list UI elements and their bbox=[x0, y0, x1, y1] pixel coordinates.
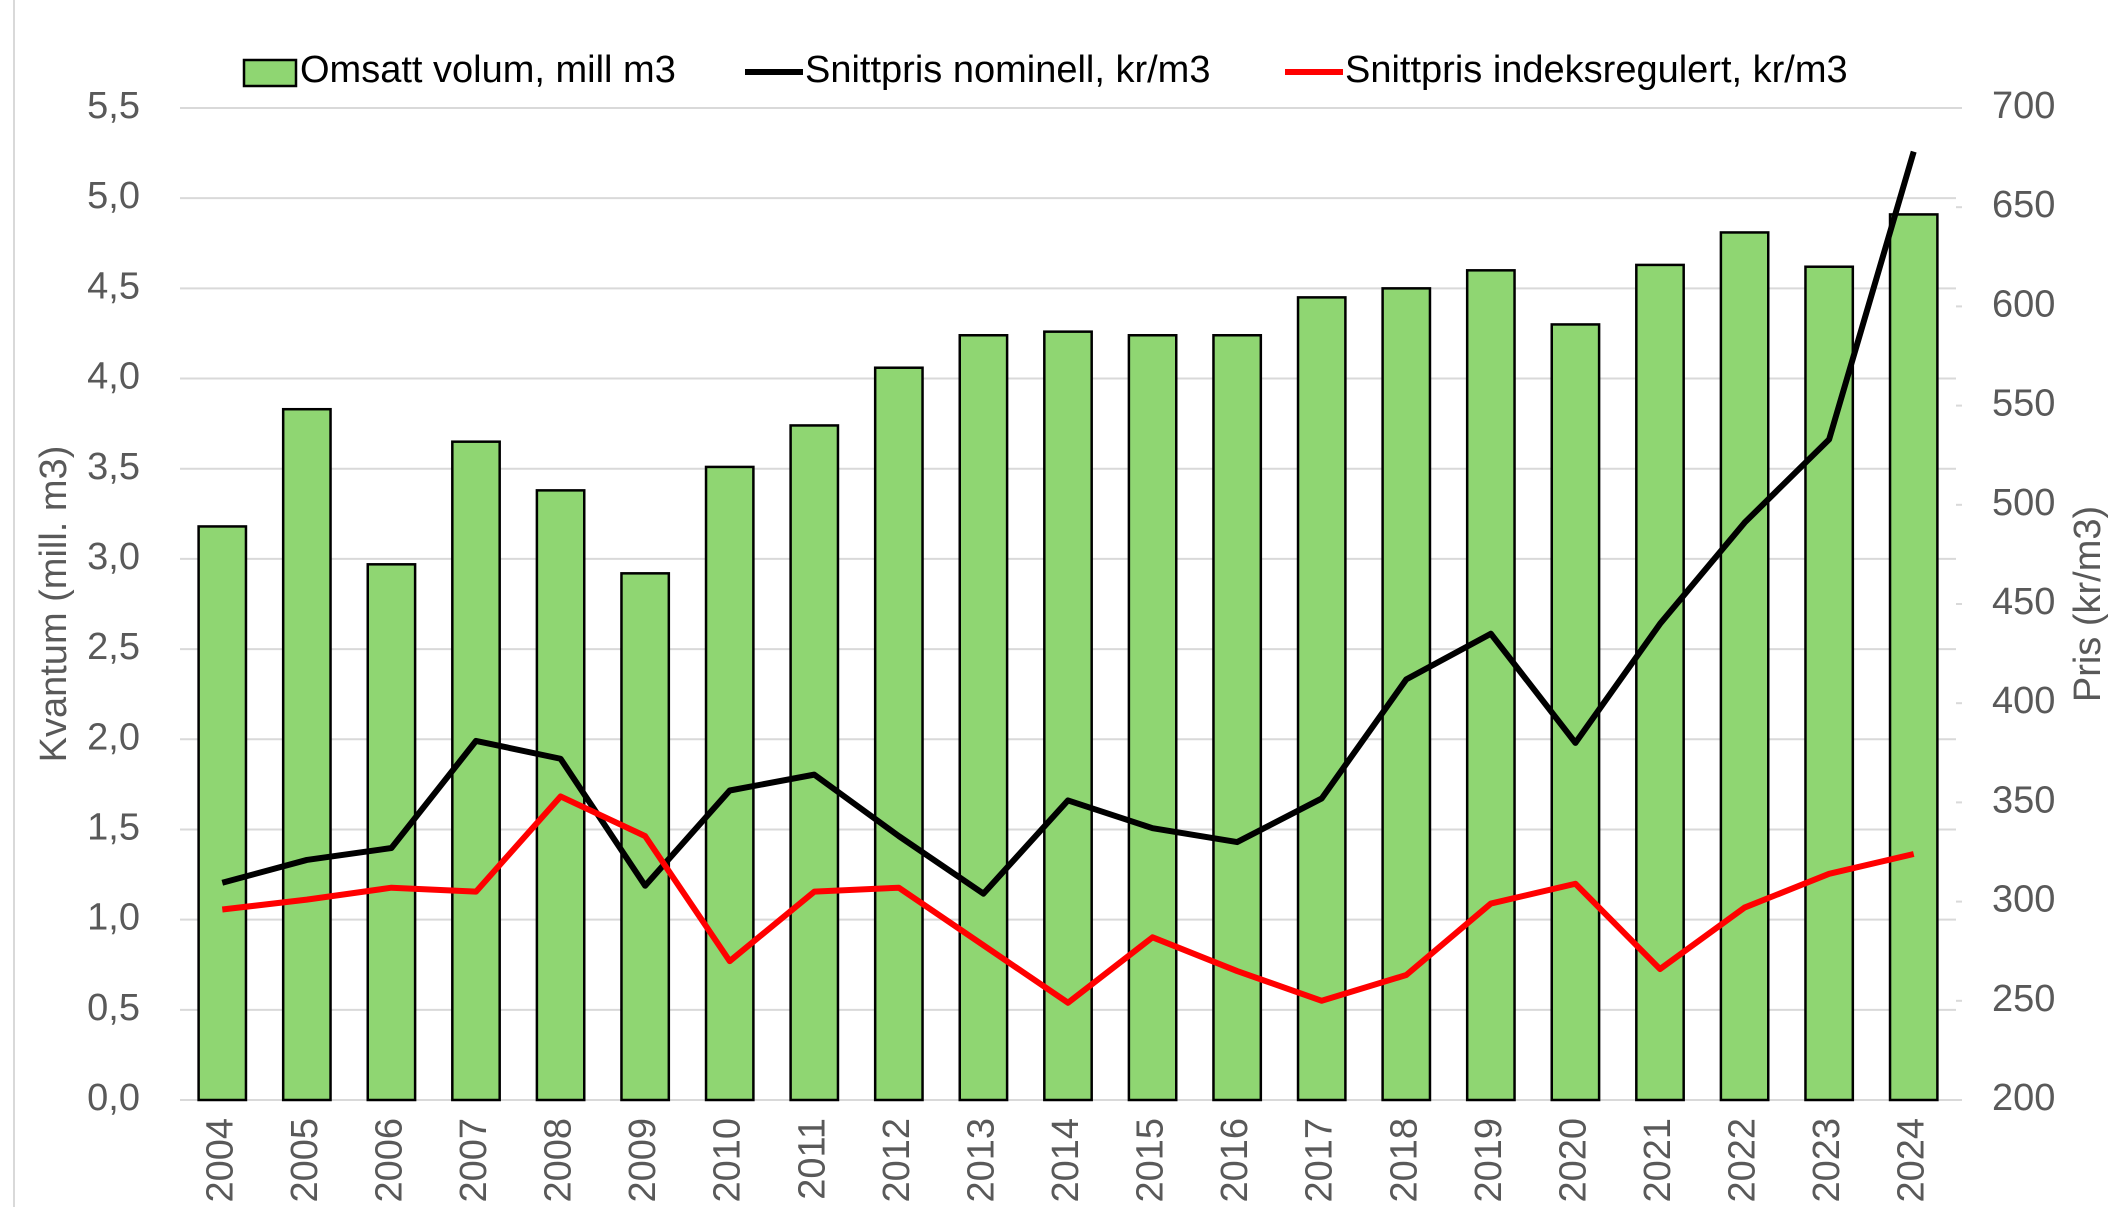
x-tick-label: 2010 bbox=[707, 1118, 749, 1203]
bar bbox=[1888, 213, 1939, 1102]
y-tick-label: 5,0 bbox=[87, 175, 140, 217]
legend-label: Snittpris nominell, kr/m3 bbox=[805, 49, 1210, 91]
bar bbox=[1212, 334, 1263, 1102]
bar bbox=[1043, 330, 1093, 1102]
x-tick-label: 2020 bbox=[1552, 1118, 1594, 1203]
bar bbox=[873, 366, 924, 1102]
legend-label: Omsatt volum, mill m3 bbox=[300, 49, 676, 91]
y2-tick-label: 250 bbox=[1992, 978, 2055, 1020]
legend-label: Snittpris indeksregulert, kr/m3 bbox=[1345, 49, 1848, 91]
x-tick-label: 2013 bbox=[960, 1118, 1002, 1203]
line bbox=[221, 150, 1917, 897]
bar bbox=[1296, 296, 1347, 1102]
bar bbox=[1635, 263, 1685, 1102]
x-tick-label: 2022 bbox=[1722, 1118, 1764, 1203]
y-tick-label: 1,5 bbox=[87, 806, 140, 848]
y2-tick-label: 400 bbox=[1992, 680, 2055, 722]
y-tick-label: 3,5 bbox=[87, 446, 140, 488]
x-tick-label: 2007 bbox=[453, 1118, 495, 1203]
bar bbox=[789, 424, 840, 1102]
bar bbox=[366, 563, 417, 1102]
bar bbox=[1465, 269, 1516, 1102]
y2-tick-label: 300 bbox=[1992, 879, 2055, 921]
y2-tick-label: 450 bbox=[1992, 581, 2055, 623]
bar bbox=[1550, 323, 1601, 1102]
x-tick-label: 2005 bbox=[284, 1118, 326, 1203]
x-tick-label: 2016 bbox=[1214, 1118, 1256, 1203]
bar bbox=[1719, 231, 1770, 1102]
y-tick-label: 3,0 bbox=[87, 536, 140, 578]
x-tick-label: 2017 bbox=[1299, 1118, 1341, 1203]
x-tick-label: 2024 bbox=[1891, 1118, 1933, 1203]
y2-tick-label: 200 bbox=[1992, 1077, 2055, 1119]
x-tick-label: 2015 bbox=[1130, 1118, 1172, 1203]
y-tick-label: 4,0 bbox=[87, 356, 140, 398]
y2-tick-label: 600 bbox=[1992, 283, 2055, 325]
bar bbox=[197, 525, 248, 1102]
legend-swatch bbox=[242, 58, 298, 88]
y2-tick-label: 350 bbox=[1992, 779, 2055, 821]
x-tick-label: 2018 bbox=[1383, 1118, 1425, 1203]
y-tick-label: 4,5 bbox=[87, 265, 140, 307]
x-tick-label: 2019 bbox=[1468, 1118, 1510, 1203]
y-tick-label: 0,5 bbox=[87, 987, 140, 1029]
x-tick-label: 2014 bbox=[1045, 1118, 1087, 1203]
bar bbox=[1804, 265, 1855, 1102]
bar bbox=[1127, 334, 1178, 1102]
y2-tick-label: 550 bbox=[1992, 383, 2055, 425]
y2-tick-label: 500 bbox=[1992, 482, 2055, 524]
bar bbox=[451, 440, 501, 1102]
y-tick-label: 2,5 bbox=[87, 626, 140, 668]
line bbox=[221, 793, 1915, 1006]
y-tick-label: 2,0 bbox=[87, 716, 140, 758]
x-tick-label: 2004 bbox=[199, 1118, 241, 1203]
x-tick-label: 2008 bbox=[538, 1118, 580, 1203]
x-tick-label: 2012 bbox=[876, 1118, 918, 1203]
y2-tick-label: 650 bbox=[1992, 184, 2055, 226]
bar bbox=[958, 334, 1009, 1102]
bar bbox=[281, 407, 332, 1102]
bar bbox=[704, 465, 755, 1102]
x-tick-label: 2023 bbox=[1806, 1118, 1848, 1203]
x-tick-label: 2006 bbox=[368, 1118, 410, 1203]
x-tick-label: 2009 bbox=[622, 1118, 664, 1203]
x-tick-label: 2011 bbox=[791, 1118, 833, 1200]
y-tick-label: 1,0 bbox=[87, 897, 140, 939]
y-tick-label: 5,5 bbox=[87, 85, 140, 127]
y2-axis-title: Pris (kr/m3) bbox=[2067, 506, 2109, 702]
y2-tick-label: 700 bbox=[1992, 85, 2055, 127]
y-tick-label: 0,0 bbox=[87, 1077, 140, 1119]
x-tick-label: 2021 bbox=[1637, 1118, 1679, 1203]
y-axis-title: Kvantum (mill. m3) bbox=[33, 446, 75, 763]
